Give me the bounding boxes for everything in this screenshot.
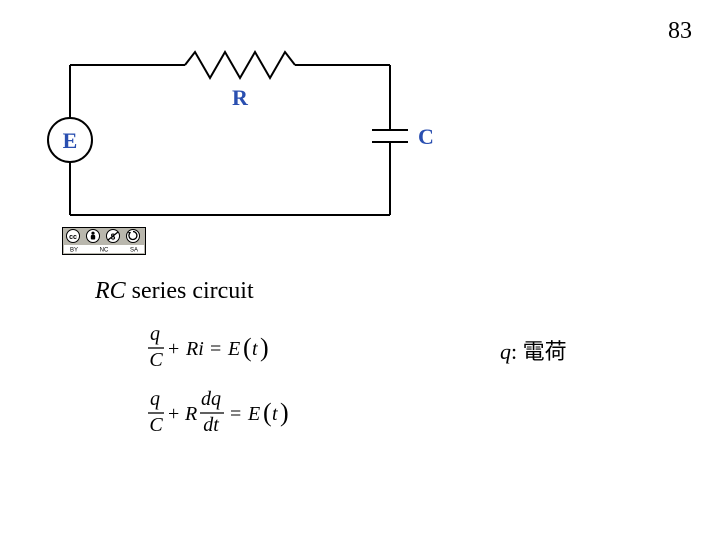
charge-annotation: q: 電荷 (500, 334, 567, 366)
svg-text:q: q (150, 323, 160, 345)
label-c: C (418, 124, 434, 149)
annotation-rest: : 電荷 (511, 339, 567, 364)
svg-text:R: R (184, 403, 197, 425)
cc-license-badge: cc $ BY NC SA (62, 227, 146, 260)
label-e: E (63, 128, 78, 153)
section-title: RC series circuit (95, 278, 254, 305)
svg-text:C: C (149, 414, 163, 436)
svg-text:+: + (168, 403, 179, 425)
section-title-rest: series circuit (126, 278, 254, 304)
svg-text:Ri: Ri (185, 338, 204, 360)
svg-text:dq: dq (201, 388, 221, 410)
svg-text:dt: dt (203, 414, 219, 436)
page-number: 83 (668, 18, 692, 45)
svg-text:C: C (149, 349, 163, 371)
svg-text:=: = (230, 403, 241, 425)
section-title-italic: RC (95, 278, 126, 304)
svg-text:SA: SA (130, 248, 138, 254)
annotation-q: q (500, 339, 511, 364)
svg-text:BY: BY (70, 248, 78, 254)
svg-text:E: E (227, 338, 240, 360)
svg-text:+: + (168, 338, 179, 360)
svg-text:q: q (150, 388, 160, 410)
svg-text:cc: cc (69, 234, 77, 241)
svg-text:): ) (260, 333, 269, 362)
svg-text:): ) (280, 398, 289, 427)
svg-text:NC: NC (100, 248, 109, 254)
label-r: R (232, 85, 249, 110)
svg-text:t: t (252, 338, 258, 360)
svg-text:(: ( (263, 398, 272, 427)
svg-text:=: = (210, 338, 221, 360)
svg-text:t: t (272, 403, 278, 425)
svg-text:E: E (247, 403, 260, 425)
equation-2: q C + R dq dt = E ( t ) (148, 388, 378, 443)
equation-1: q C + Ri = E ( t ) (148, 323, 348, 378)
rc-circuit-diagram: R E C (40, 50, 440, 240)
svg-text:(: ( (243, 333, 252, 362)
